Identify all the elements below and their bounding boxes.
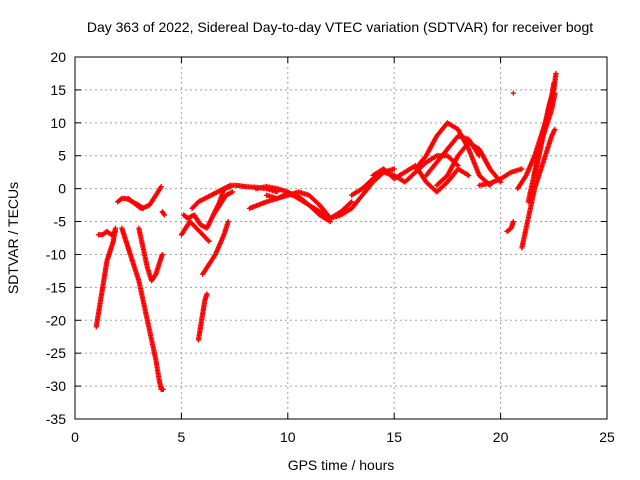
data-point bbox=[327, 218, 333, 225]
data-point bbox=[139, 204, 145, 211]
data-point bbox=[519, 166, 525, 172]
data-point bbox=[347, 200, 354, 206]
y-tick-label: 20 bbox=[50, 49, 66, 65]
y-axis-label: SDTVAR / TECUs bbox=[5, 182, 21, 294]
data-point bbox=[553, 70, 559, 77]
data-point bbox=[112, 228, 119, 235]
data-point bbox=[140, 205, 146, 211]
x-tick-label: 25 bbox=[599, 429, 615, 445]
y-tick-label: -20 bbox=[46, 312, 66, 328]
y-tick-label: 15 bbox=[50, 82, 66, 98]
y-tick-label: -30 bbox=[46, 378, 66, 394]
y-tick-label: 10 bbox=[50, 115, 66, 131]
data-point bbox=[552, 126, 558, 132]
data-point bbox=[160, 386, 166, 392]
data-point bbox=[111, 229, 117, 235]
data-point bbox=[391, 166, 397, 172]
y-tick-label: 0 bbox=[58, 181, 66, 197]
y-tick-label: -35 bbox=[46, 411, 66, 427]
x-tick-label: 5 bbox=[178, 429, 186, 445]
x-tick-label: 10 bbox=[280, 429, 296, 445]
y-tick-label: 5 bbox=[58, 148, 66, 164]
y-tick-label: -10 bbox=[46, 246, 66, 262]
data-point bbox=[161, 212, 167, 218]
data-point bbox=[204, 291, 210, 297]
data-point bbox=[225, 218, 231, 225]
data-point bbox=[552, 90, 558, 96]
data-points bbox=[93, 70, 559, 392]
y-tick-label: -15 bbox=[46, 279, 66, 295]
data-point bbox=[349, 199, 355, 205]
data-point bbox=[159, 251, 165, 258]
y-tick-label: -25 bbox=[46, 345, 66, 361]
x-tick-label: 15 bbox=[386, 429, 402, 445]
data-point bbox=[510, 218, 516, 225]
x-tick-label: 0 bbox=[71, 429, 79, 445]
data-point bbox=[510, 90, 516, 96]
data-point bbox=[118, 196, 124, 202]
x-tick-label: 20 bbox=[493, 429, 509, 445]
data-point bbox=[229, 189, 236, 195]
x-axis-ticks: 0 5 10 15 20 25 bbox=[71, 57, 615, 445]
data-point bbox=[227, 184, 233, 190]
data-point bbox=[206, 238, 212, 244]
data-point bbox=[466, 172, 472, 179]
y-axis-ticks: -35 -30 -25 -20 -15 -10 -5 0 5 10 15 20 bbox=[46, 49, 607, 427]
plot-frame bbox=[74, 56, 608, 420]
chart-title: Day 363 of 2022, Sidereal Day-to-day VTE… bbox=[87, 19, 593, 35]
x-axis-label: GPS time / hours bbox=[288, 457, 395, 473]
grid-lines bbox=[75, 57, 607, 419]
data-point bbox=[158, 184, 164, 190]
y-tick-label: -5 bbox=[54, 214, 67, 230]
